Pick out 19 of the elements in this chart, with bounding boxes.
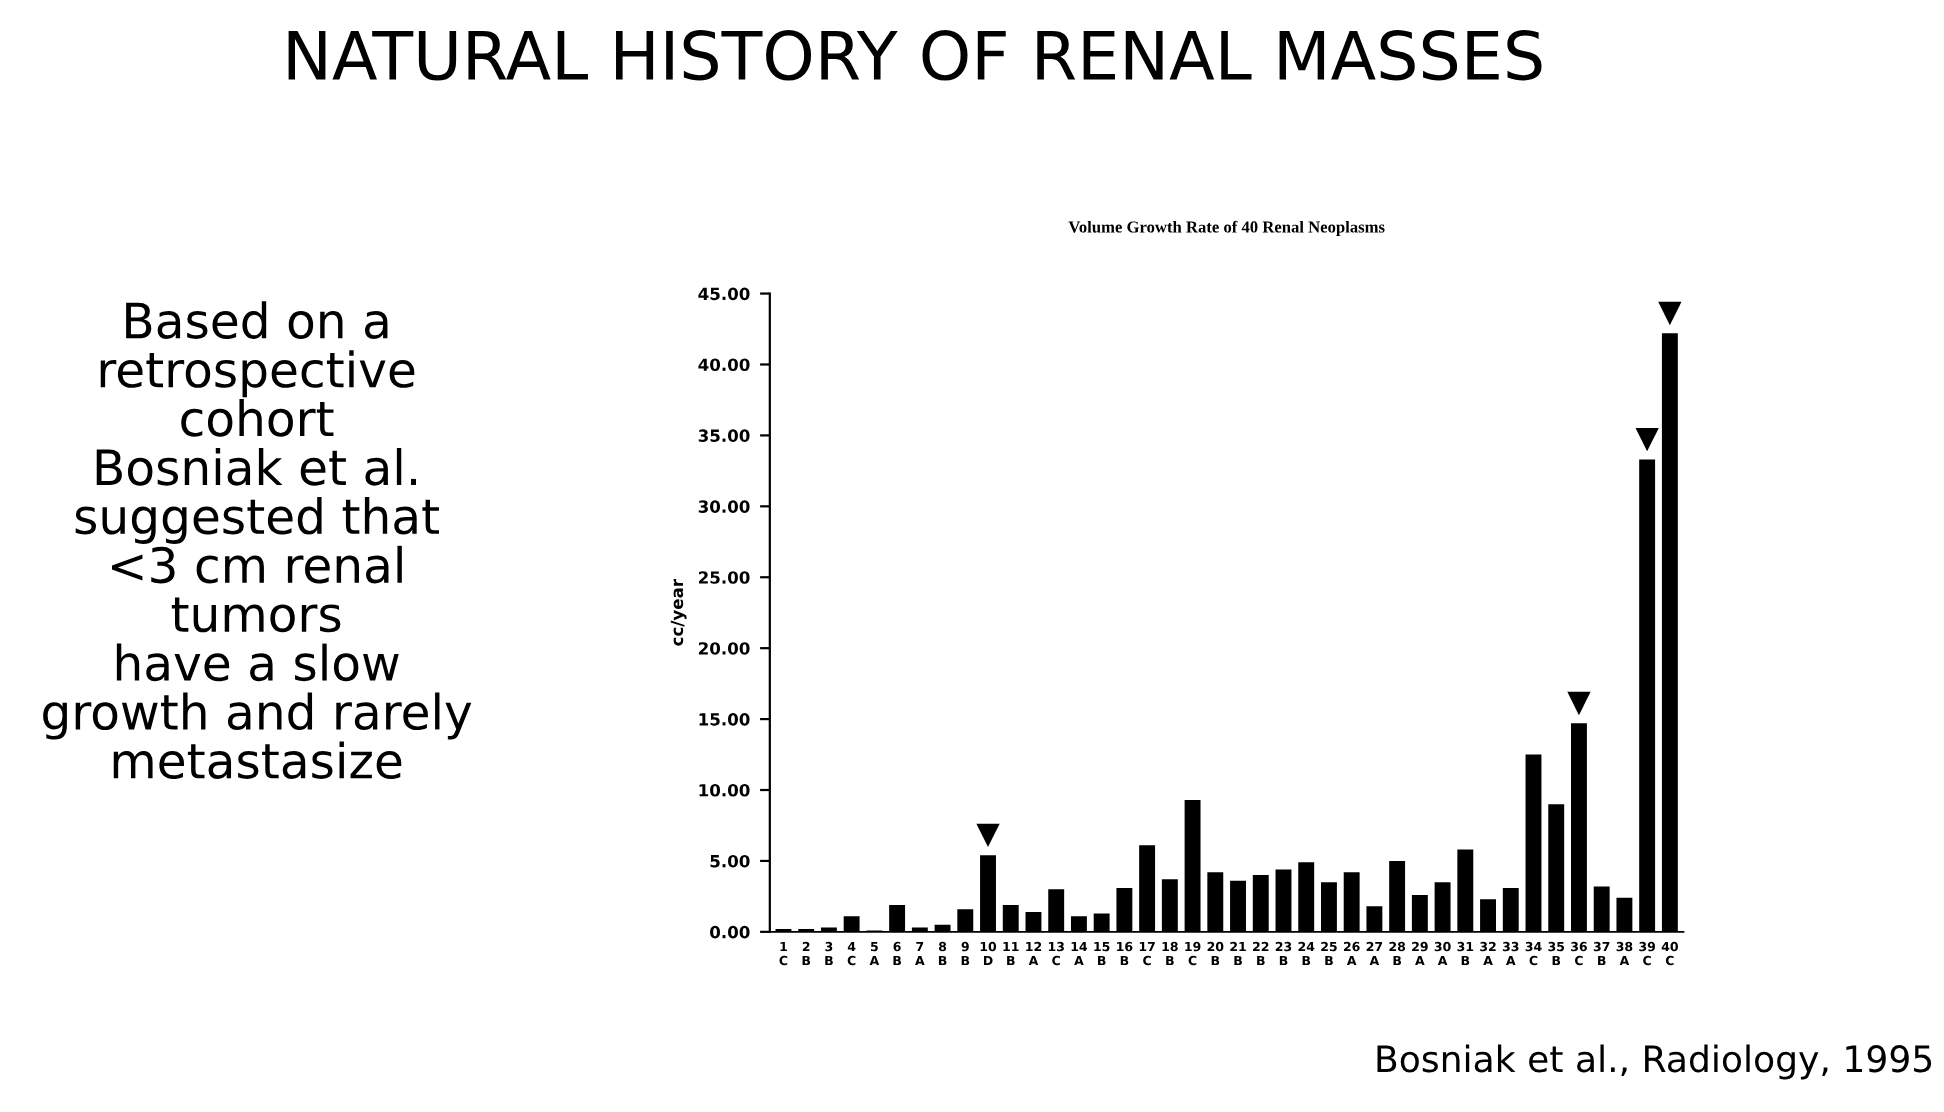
annotation: ▼ [1567, 691, 1591, 716]
y-tick-label: 35.00 [698, 429, 750, 442]
y-tick-label: 25.00 [698, 571, 750, 584]
text: Based on a retrospective cohort Bosniak et al. suggested that <3 cm renal tumors have a slow growth and rarely metastasize [43, 301, 472, 779]
y-tick-label: 15.00 [699, 713, 750, 726]
y-tick-label: 30.00 [698, 500, 750, 513]
y-tick-label: 0.00 [710, 925, 750, 939]
chart-title: NATURAL HISTORY OF RENAL MASSES [288, 30, 1542, 81]
y-tick-label: 40.00 [698, 358, 750, 372]
y-tick-label: 10.00 [699, 783, 750, 797]
text: Bosniak et al., Radiology, 1995 [1377, 1044, 1932, 1080]
y-tick-label: 5.00 [710, 854, 750, 868]
annotation: ▼ [976, 823, 1000, 848]
y-axis-title: cc/year [670, 579, 687, 646]
annotation: ▼ [1635, 427, 1659, 452]
y-tick-label: 45.00 [698, 287, 750, 301]
annotation: ▼ [1658, 301, 1682, 326]
chart-subtitle: Volume Growth Rate of 40 Renal Neoplasms [1068, 220, 1385, 237]
y-tick-label: 20.00 [698, 642, 750, 655]
